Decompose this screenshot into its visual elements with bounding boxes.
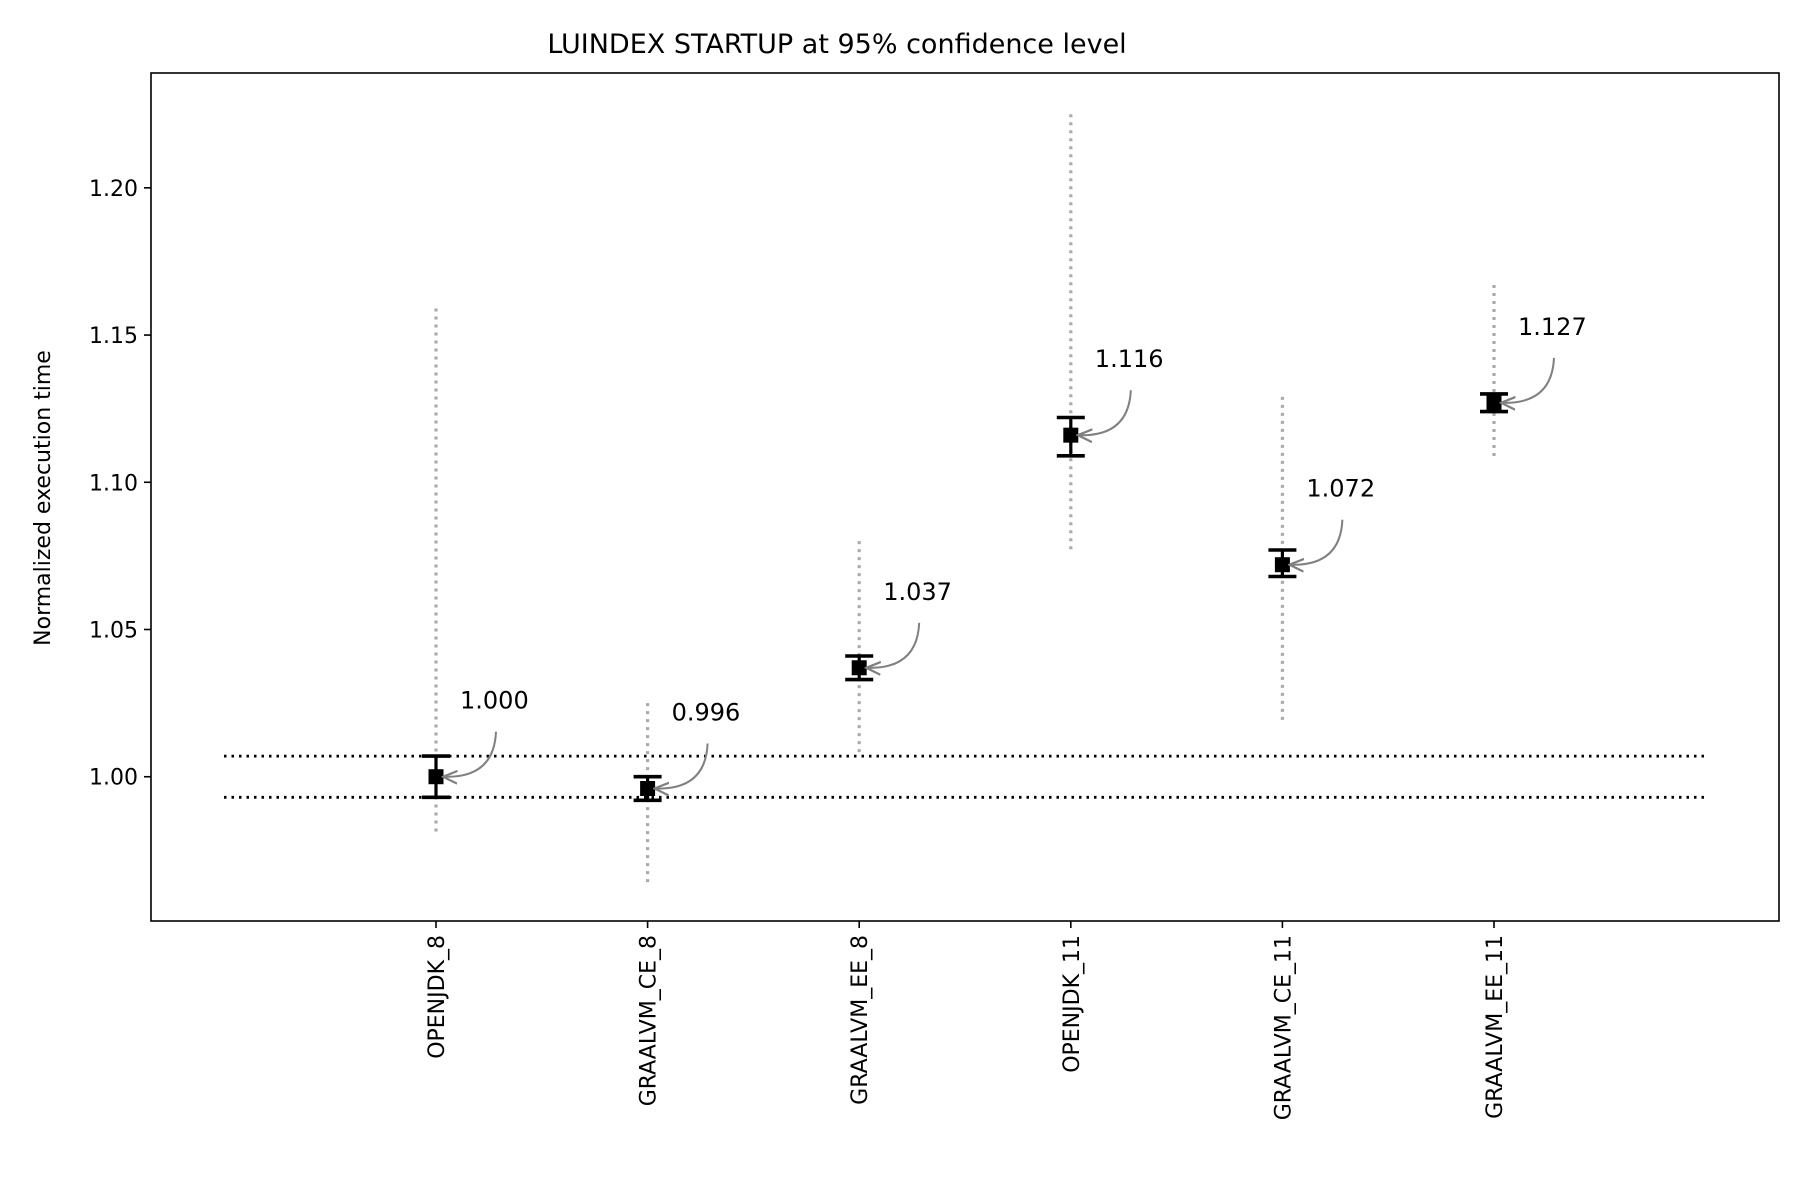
data-point-marker xyxy=(1063,427,1079,443)
annotation-arrow xyxy=(655,743,709,789)
data-point-group: 1.000 xyxy=(422,308,529,833)
data-point-group: 0.996 xyxy=(633,699,741,886)
y-tick-label: 1.05 xyxy=(89,619,138,644)
x-tick-label: GRAALVM_EE_11 xyxy=(1483,935,1508,1119)
plot-layer: 1.00 1.05 1.10 1.15 1.20 OPENJDK_8 GRAALVM_CE_… xyxy=(89,114,1706,1120)
plot-frame xyxy=(150,72,1780,922)
annotation-label: 1.116 xyxy=(1095,345,1164,373)
data-point-group: 1.127 xyxy=(1480,285,1587,459)
x-tick-label: GRAALVM_CE_11 xyxy=(1271,935,1296,1120)
data-point-marker xyxy=(640,781,656,796)
annotation-label: 1.072 xyxy=(1306,475,1375,503)
y-tick-label: 1.00 xyxy=(89,766,138,791)
x-tick-label: GRAALVM_CE_8 xyxy=(637,935,662,1106)
data-point-group: 1.116 xyxy=(1056,114,1164,550)
y-axis-label: Normalized execution time xyxy=(31,350,56,646)
data-point-marker xyxy=(428,769,444,785)
annotation-label: 1.037 xyxy=(883,578,952,606)
data-point-group: 1.072 xyxy=(1268,396,1375,724)
x-tick-label: OPENJDK_11 xyxy=(1060,935,1085,1073)
data-point-marker xyxy=(1486,395,1502,411)
annotation-label: 1.127 xyxy=(1518,313,1587,341)
data-point-group: 1.037 xyxy=(845,541,952,754)
x-tick-label: OPENJDK_8 xyxy=(425,935,450,1059)
y-tick-label: 1.20 xyxy=(89,177,138,202)
annotation-label: 0.996 xyxy=(672,699,741,727)
annotation-arrow xyxy=(866,622,921,668)
annotation-arrow xyxy=(443,731,497,777)
data-point-marker xyxy=(851,660,867,676)
chart-title: LUINDEX STARTUP at 95% confidence level xyxy=(547,29,1126,60)
annotation-arrow xyxy=(1078,390,1132,435)
data-point-marker xyxy=(1274,557,1290,573)
x-tick-label: GRAALVM_EE_8 xyxy=(848,935,873,1105)
annotation-arrow xyxy=(1289,519,1344,565)
y-tick-label: 1.15 xyxy=(89,324,138,349)
annotation-label: 1.000 xyxy=(460,687,529,715)
y-tick-label: 1.10 xyxy=(89,471,138,496)
annotation-arrow xyxy=(1501,357,1555,403)
